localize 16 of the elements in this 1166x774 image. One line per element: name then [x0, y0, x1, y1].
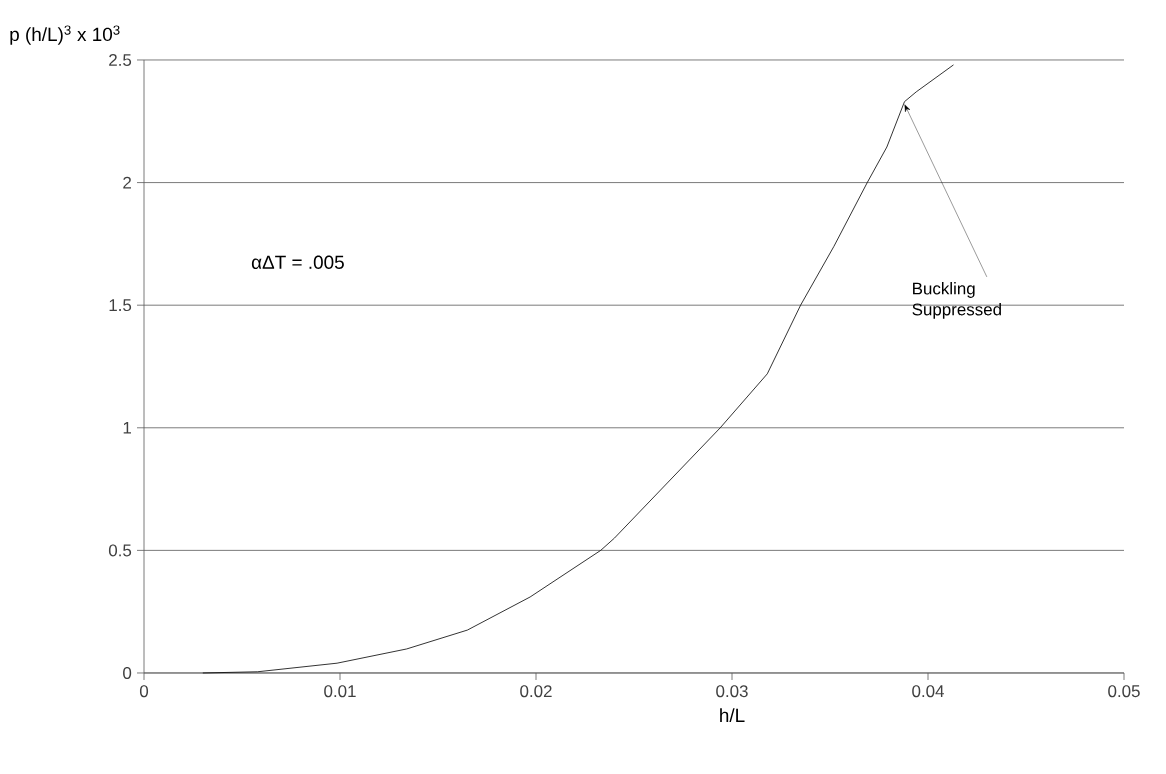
x-tick-label: 0.02 [520, 685, 552, 698]
x-tick-label: 0.01 [324, 685, 356, 698]
y-tick-label: 1.5 [109, 299, 132, 312]
y-tick-label: 0 [123, 666, 132, 679]
y-tick-label: 0.5 [108, 544, 132, 557]
annotation: αΔT = .005 [251, 255, 344, 269]
y-tick-label: 1 [123, 421, 131, 434]
y-axis-title: p (h/L)$^{3}$ x 10$^{3}$ [10, 25, 120, 45]
x-axis-title: h/L [720, 708, 745, 723]
y-tick-label: 2 [123, 176, 131, 189]
y-tick-label: 2.5 [109, 53, 132, 66]
x-tick-label: 0.04 [912, 685, 944, 698]
x-tick-label: 0.05 [1108, 685, 1140, 698]
x-tick-label: 0 [139, 685, 149, 698]
annotation: Buckling Suppressed [912, 282, 1001, 319]
x-tick-label: 0.03 [716, 685, 748, 698]
